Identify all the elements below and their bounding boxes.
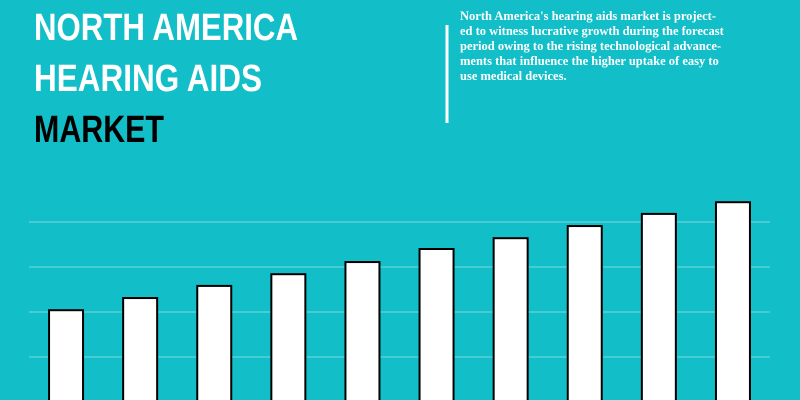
bar	[270, 273, 307, 400]
bar	[492, 237, 529, 400]
bar	[196, 284, 233, 400]
bar	[566, 225, 603, 400]
bar	[344, 261, 381, 400]
bar	[714, 201, 751, 400]
description-line: North America's hearing aids market is p…	[460, 9, 716, 23]
bar	[122, 297, 159, 400]
description: North America's hearing aids market is p…	[460, 9, 725, 83]
title-line: HEARING AIDS	[34, 58, 262, 100]
description-line: period owing to the rising technological…	[460, 39, 721, 53]
description-line: use medical devices.	[460, 69, 567, 83]
description-line: ed to witness lucrative growth during th…	[460, 24, 725, 38]
description-line: ments that influence the higher uptake o…	[460, 54, 719, 68]
title-line: MARKET	[34, 109, 164, 151]
title-line: NORTH AMERICA	[34, 7, 298, 49]
bar	[418, 248, 455, 400]
bar	[640, 212, 677, 400]
bar	[48, 309, 85, 400]
